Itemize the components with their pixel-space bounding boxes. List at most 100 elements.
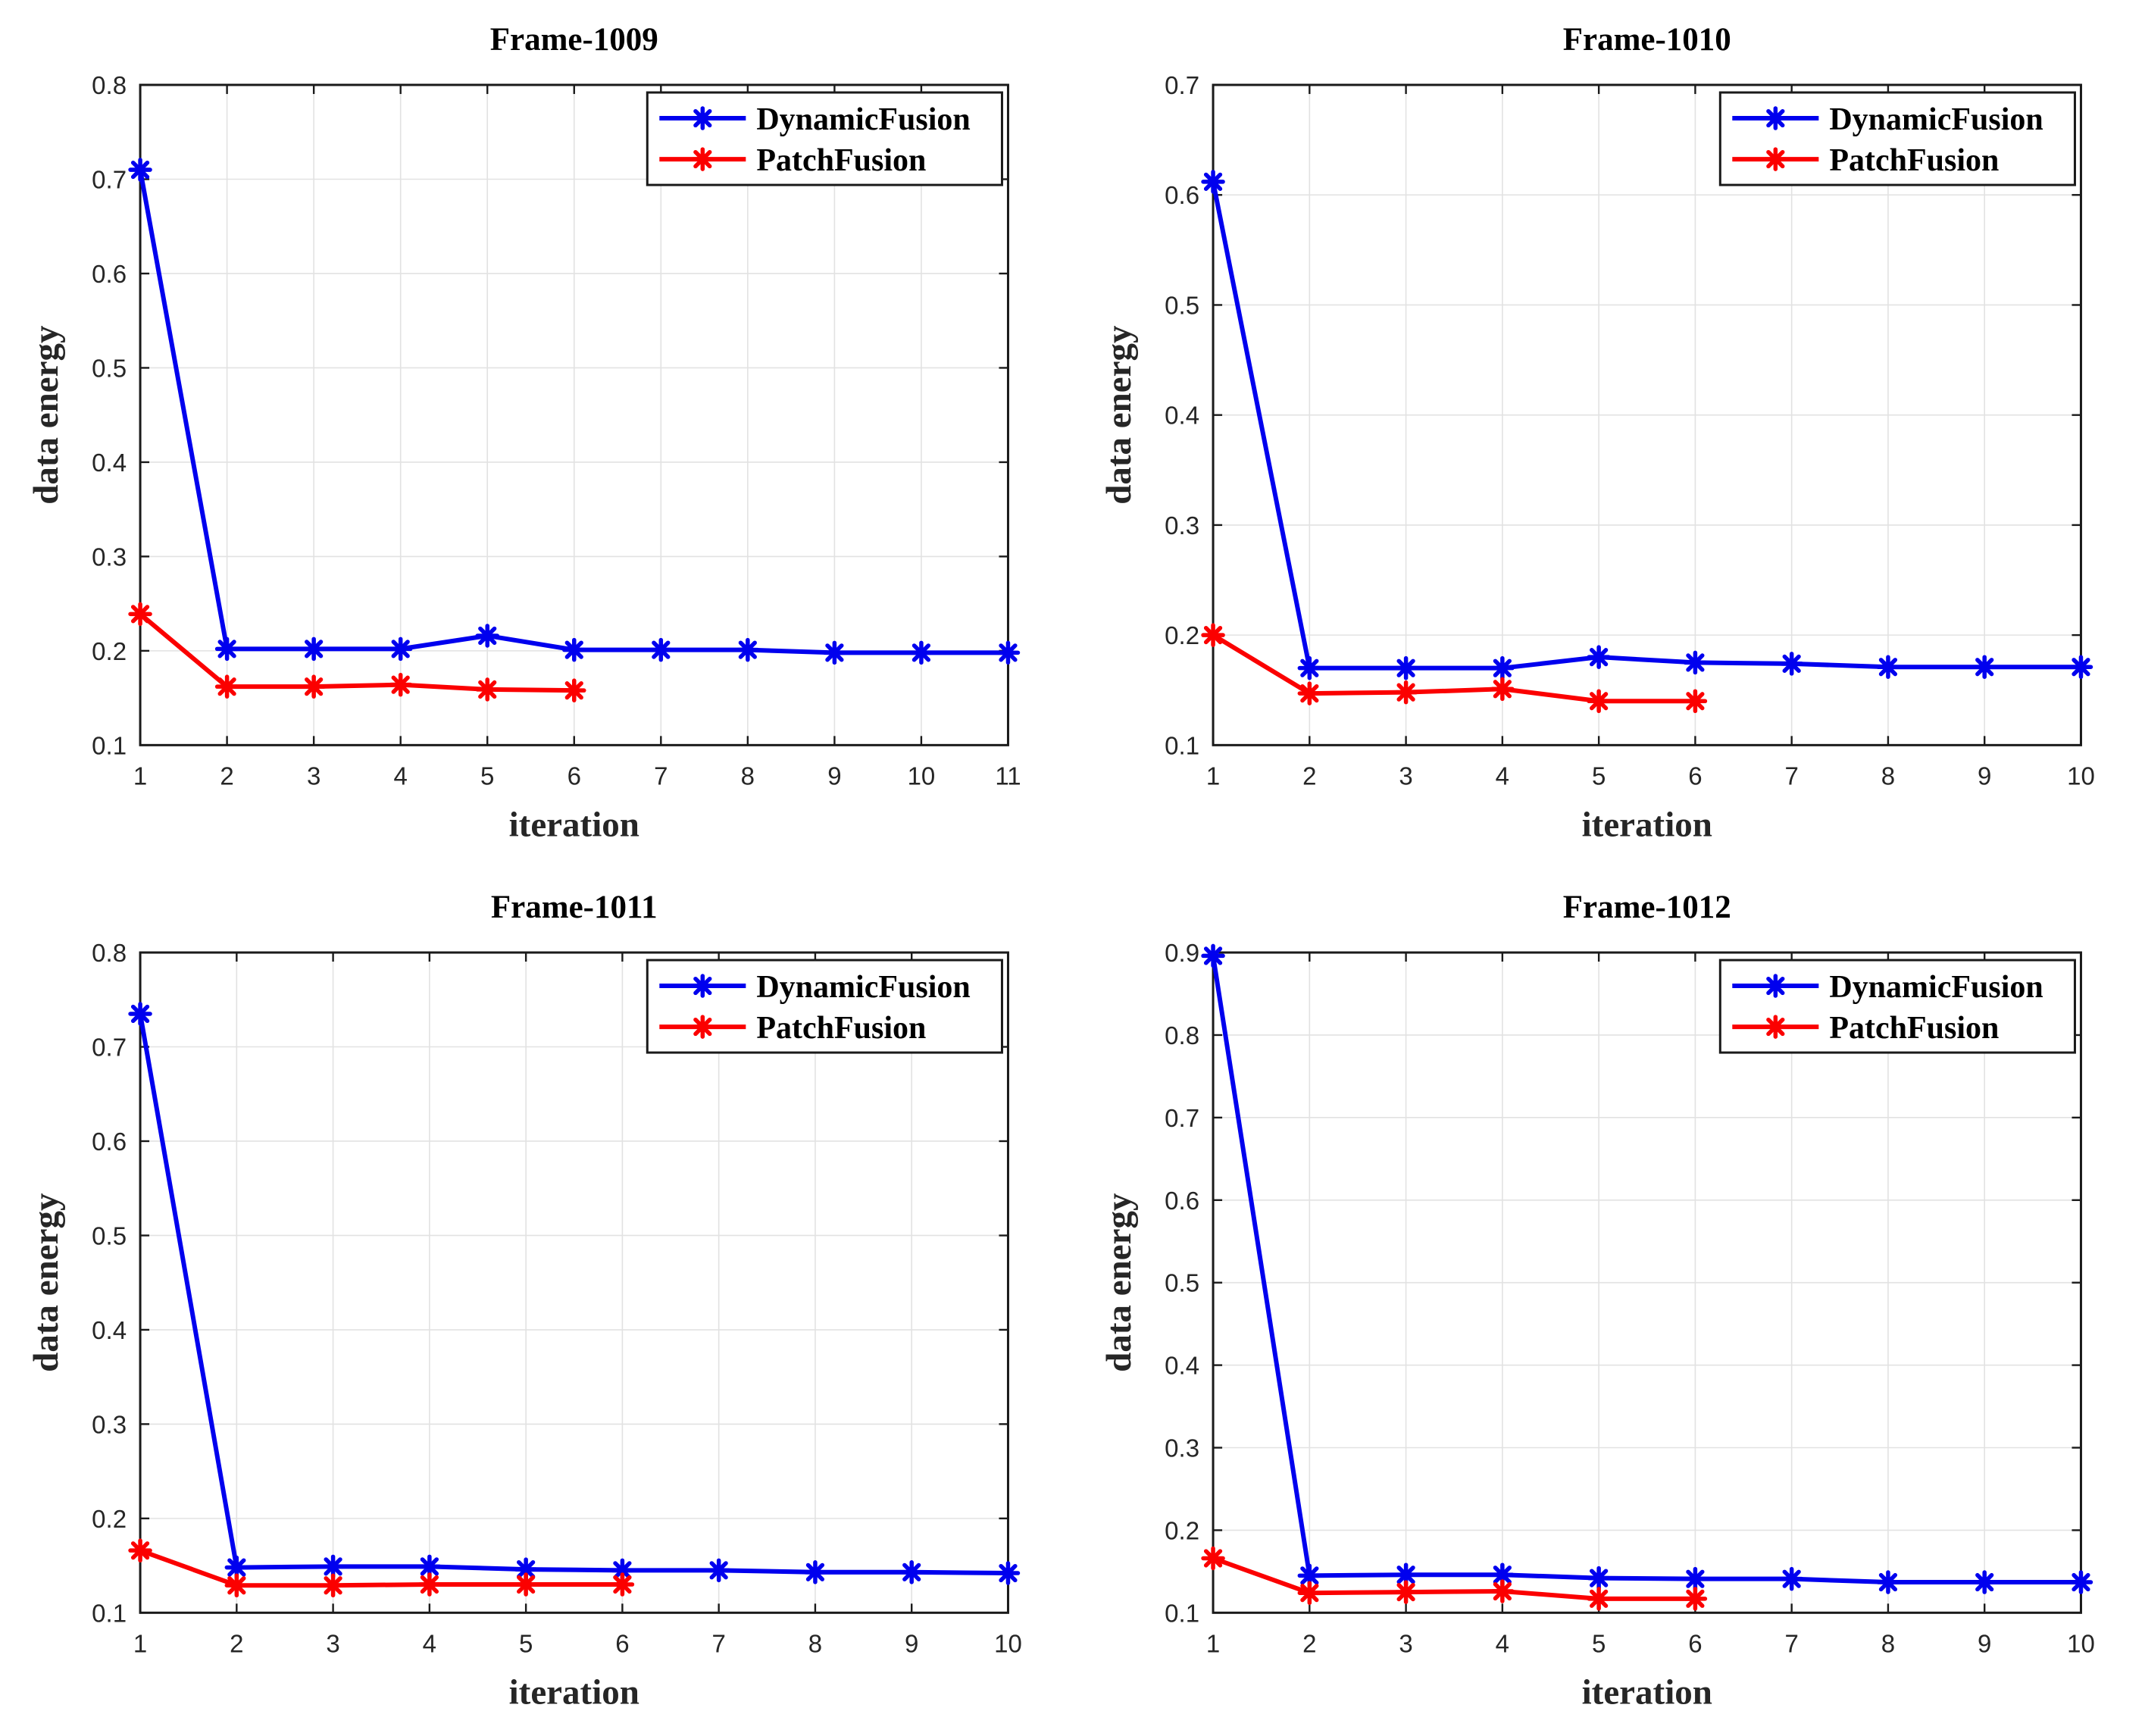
x-tick-label: 9 [1978,1630,1991,1658]
y-axis-label: data energy [27,325,66,505]
asterisk-marker-icon [1781,1569,1801,1589]
asterisk-marker-icon [130,604,150,624]
x-tick-label: 2 [220,762,233,790]
asterisk-marker-icon [1878,1572,1897,1592]
asterisk-marker-icon [1781,654,1801,674]
asterisk-marker-icon [1203,172,1223,192]
y-tick-label: 0.7 [1165,71,1199,99]
y-axis-label: data energy [1099,1193,1139,1372]
asterisk-marker-icon [1492,1581,1512,1601]
asterisk-marker-icon [1299,683,1319,703]
asterisk-marker-icon [227,1576,246,1596]
asterisk-marker-icon [1299,1584,1319,1603]
asterisk-marker-icon [1878,657,1897,677]
x-tick-label: 6 [1688,1630,1702,1658]
y-tick-label: 0.5 [92,354,127,382]
asterisk-marker-icon [564,640,584,660]
x-tick-label: 4 [1495,1630,1509,1658]
asterisk-marker-icon [1765,108,1785,128]
chart-title: Frame-1011 [491,890,658,925]
y-tick-label: 0.7 [92,166,127,194]
x-tick-label: 2 [1302,762,1316,790]
x-tick-label: 2 [230,1630,243,1658]
asterisk-marker-icon [477,626,497,646]
y-tick-label: 0.7 [1165,1104,1199,1132]
asterisk-marker-icon [1299,658,1319,678]
y-tick-label: 0.1 [92,731,127,759]
x-tick-label: 10 [908,762,936,790]
x-axis-label: iteration [1581,805,1712,844]
asterisk-marker-icon [1975,657,1994,677]
legend-label: PatchFusion [1829,143,1999,178]
asterisk-marker-icon [1203,625,1223,645]
chart-title: Frame-1010 [1562,22,1731,58]
y-tick-label: 0.2 [92,637,127,665]
y-tick-label: 0.1 [1165,1600,1199,1628]
y-axis-label: data energy [1099,325,1139,505]
x-axis-label: iteration [509,1673,639,1713]
asterisk-marker-icon [2071,1572,2090,1592]
x-tick-label: 6 [568,762,581,790]
x-tick-label: 3 [307,762,320,790]
asterisk-marker-icon [1203,946,1223,966]
x-axis-label: iteration [1581,1673,1712,1713]
y-tick-label: 0.7 [92,1034,127,1062]
y-tick-label: 0.6 [92,1128,127,1156]
asterisk-marker-icon [1203,1549,1223,1569]
y-tick-label: 0.5 [1165,291,1199,319]
asterisk-marker-icon [709,1561,729,1581]
asterisk-marker-icon [1975,1572,1994,1592]
asterisk-marker-icon [1396,1582,1415,1602]
y-tick-label: 0.8 [92,939,127,967]
asterisk-marker-icon [998,643,1018,662]
asterisk-marker-icon [304,677,324,696]
asterisk-marker-icon [902,1562,921,1582]
legend-label: DynamicFusion [1829,970,2043,1005]
asterisk-marker-icon [693,108,712,128]
x-tick-label: 2 [1302,1630,1316,1658]
asterisk-marker-icon [1685,1589,1705,1609]
asterisk-marker-icon [1589,647,1609,667]
y-tick-label: 0.1 [92,1600,127,1628]
x-tick-label: 7 [711,1630,725,1658]
asterisk-marker-icon [130,1004,150,1024]
asterisk-marker-icon [651,640,671,660]
x-tick-label: 9 [905,1630,918,1658]
asterisk-marker-icon [1589,1569,1609,1588]
x-tick-label: 10 [994,1630,1022,1658]
asterisk-marker-icon [1765,976,1785,996]
x-axis-label: iteration [509,805,639,844]
asterisk-marker-icon [738,640,758,660]
y-tick-label: 0.4 [92,1316,127,1344]
y-tick-label: 0.2 [1165,1517,1199,1545]
asterisk-marker-icon [130,160,150,180]
y-tick-label: 0.1 [1165,731,1199,759]
asterisk-marker-icon [1492,679,1512,699]
x-tick-label: 9 [1978,762,1991,790]
x-tick-label: 3 [1399,762,1412,790]
x-tick-label: 5 [1591,762,1605,790]
x-tick-label: 7 [654,762,668,790]
x-tick-label: 8 [1881,762,1894,790]
y-tick-label: 0.6 [1165,181,1199,209]
x-tick-label: 1 [1205,1630,1219,1658]
asterisk-marker-icon [1765,149,1785,169]
x-tick-label: 1 [133,1630,147,1658]
x-tick-label: 4 [1495,762,1509,790]
x-tick-label: 3 [1399,1630,1412,1658]
asterisk-marker-icon [693,976,712,996]
asterisk-marker-icon [564,680,584,700]
asterisk-marker-icon [693,1017,712,1037]
chart-title: Frame-1009 [490,22,658,58]
asterisk-marker-icon [824,643,844,662]
y-tick-label: 0.6 [1165,1187,1199,1215]
asterisk-marker-icon [998,1563,1018,1583]
